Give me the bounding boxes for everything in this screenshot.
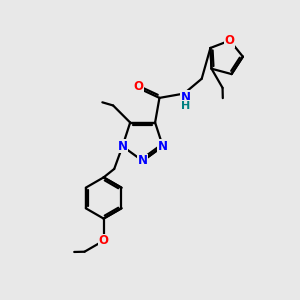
Text: O: O (99, 234, 109, 247)
Text: O: O (225, 34, 235, 47)
Text: H: H (181, 101, 190, 111)
Text: O: O (133, 80, 143, 93)
Text: N: N (158, 140, 168, 153)
Text: N: N (138, 154, 148, 167)
Text: N: N (118, 140, 128, 153)
Text: N: N (181, 91, 190, 103)
